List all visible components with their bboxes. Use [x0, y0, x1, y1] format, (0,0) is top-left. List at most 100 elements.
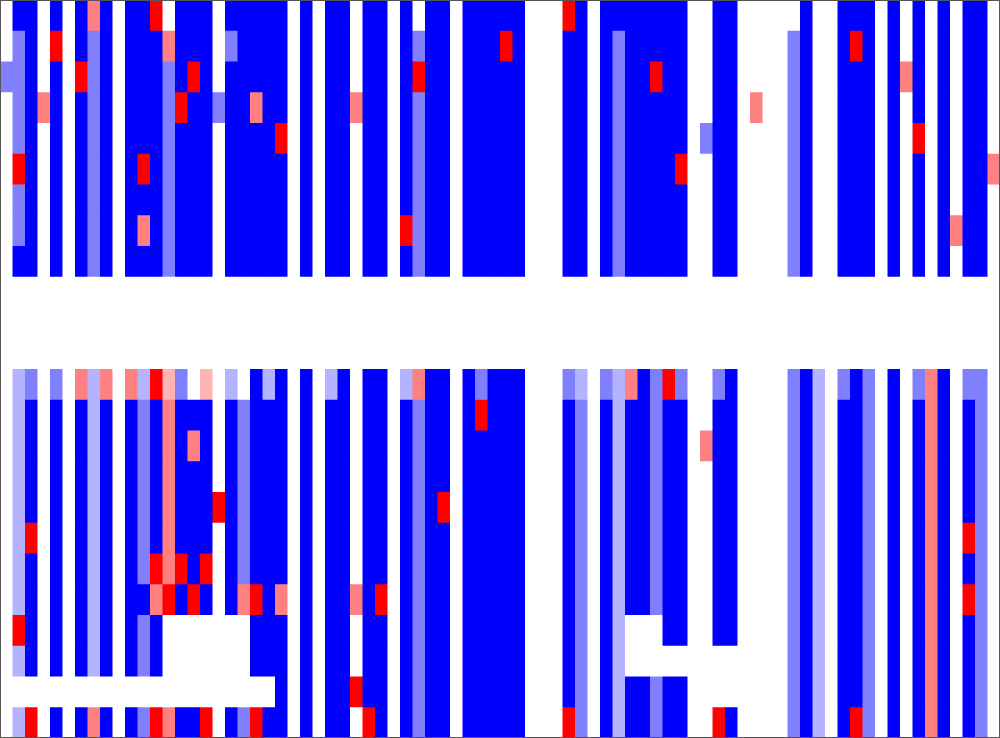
cell: [375, 676, 388, 708]
cell: [250, 615, 263, 647]
cell: [575, 153, 588, 185]
cell: [225, 30, 238, 62]
cell: [387, 430, 401, 462]
cell: [625, 30, 638, 62]
cell: [787, 584, 801, 616]
cell: [612, 492, 626, 524]
cell: [600, 246, 613, 278]
cell: [737, 246, 751, 278]
cell: [150, 645, 163, 677]
cell: [450, 645, 463, 677]
cell: [512, 123, 526, 155]
cell: [637, 369, 651, 401]
cell: [162, 492, 176, 524]
cell: [437, 430, 451, 462]
cell: [212, 92, 226, 124]
cell: [762, 246, 776, 278]
cell: [162, 461, 176, 493]
cell: [775, 461, 788, 493]
cell: [300, 92, 313, 124]
cell: [662, 369, 676, 401]
cell: [600, 584, 613, 616]
cell: [562, 30, 576, 62]
cell: [25, 246, 38, 278]
cell: [687, 645, 701, 677]
cell: [250, 153, 263, 185]
cell: [500, 645, 513, 677]
cell: [237, 0, 251, 32]
cell: [662, 215, 676, 247]
cell: [687, 30, 701, 62]
cell: [712, 153, 726, 185]
cell: [900, 338, 913, 370]
cell: [750, 307, 763, 339]
cell: [325, 246, 338, 278]
cell: [750, 246, 763, 278]
cell: [600, 92, 613, 124]
cell: [412, 92, 426, 124]
cell: [400, 676, 413, 708]
cell: [162, 645, 176, 677]
cell: [0, 61, 13, 93]
cell: [787, 492, 801, 524]
cell: [237, 615, 251, 647]
cell: [50, 584, 63, 616]
cell: [237, 492, 251, 524]
cell: [275, 30, 288, 62]
cell: [575, 215, 588, 247]
cell: [950, 92, 963, 124]
cell: [125, 676, 138, 708]
cell: [687, 61, 701, 93]
cell: [750, 369, 763, 401]
cell: [837, 215, 851, 247]
cell: [425, 615, 438, 647]
cell: [500, 369, 513, 401]
cell: [475, 615, 488, 647]
cell: [162, 184, 176, 216]
cell: [350, 276, 363, 308]
cell: [500, 553, 513, 585]
cell: [925, 215, 938, 247]
cell: [850, 615, 863, 647]
cell: [425, 645, 438, 677]
cell: [50, 522, 63, 554]
cell: [462, 707, 476, 738]
cell: [400, 184, 413, 216]
cell: [637, 461, 651, 493]
cell: [675, 615, 688, 647]
cell: [687, 276, 701, 308]
cell: [337, 676, 351, 708]
cell: [800, 184, 813, 216]
cell: [750, 461, 763, 493]
cell: [725, 369, 738, 401]
cell: [887, 307, 901, 339]
cell: [687, 184, 701, 216]
cell: [500, 338, 513, 370]
cell: [362, 553, 376, 585]
cell: [150, 184, 163, 216]
cell: [575, 338, 588, 370]
cell: [912, 522, 926, 554]
cell: [825, 492, 838, 524]
cell: [937, 0, 951, 32]
cell: [550, 522, 563, 554]
cell: [287, 584, 301, 616]
cell: [475, 276, 488, 308]
cell: [587, 615, 601, 647]
cell: [300, 615, 313, 647]
cell: [100, 276, 113, 308]
cell: [750, 584, 763, 616]
cell: [712, 61, 726, 93]
cell: [775, 615, 788, 647]
cell: [700, 92, 713, 124]
cell: [812, 369, 826, 401]
cell: [725, 215, 738, 247]
cell: [525, 615, 538, 647]
cell: [612, 307, 626, 339]
cell: [175, 153, 188, 185]
cell: [300, 184, 313, 216]
cell: [425, 184, 438, 216]
cell: [75, 61, 88, 93]
cell: [25, 676, 38, 708]
cell: [650, 61, 663, 93]
